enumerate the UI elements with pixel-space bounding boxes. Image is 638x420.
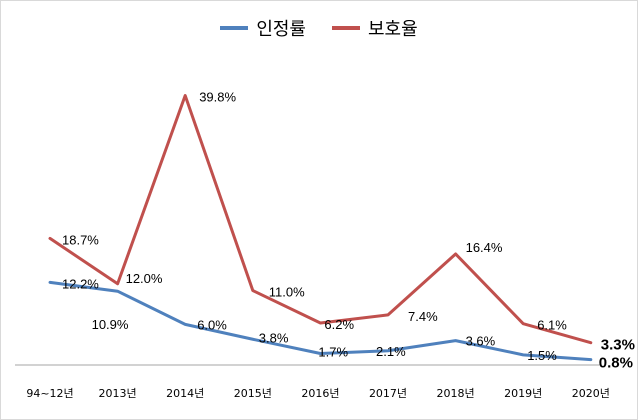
x-tick-label: 2016년 (301, 387, 339, 400)
data-label-series-0: 0.8% (599, 355, 633, 372)
x-tick-label: 2020년 (572, 387, 610, 400)
x-tick-label: 94~12년 (26, 387, 73, 400)
x-tick-label: 2014년 (166, 387, 204, 400)
series-line-0 (48, 280, 593, 362)
legend-item-series-0: 인정률 (220, 15, 306, 41)
x-tick-label: 2017년 (369, 387, 407, 400)
data-label-series-0: 10.9% (92, 317, 129, 332)
data-label-series-0: 1.5% (527, 348, 557, 363)
legend: 인정률 보호율 (1, 15, 637, 41)
data-label-series-0: 1.7% (318, 344, 348, 359)
legend-label-series-0: 인정률 (256, 19, 306, 40)
data-label-series-1: 11.0% (269, 285, 305, 300)
data-label-series-1: 12.0% (126, 271, 163, 286)
data-label-series-0: 3.6% (466, 334, 496, 349)
data-label-series-1: 18.7% (62, 232, 99, 247)
legend-label-series-1: 보호율 (368, 19, 418, 40)
series-line-1 (48, 94, 593, 345)
legend-swatch-series-0 (220, 26, 249, 30)
legend-item-series-1: 보호율 (332, 15, 418, 41)
data-label-series-1: 3.3% (601, 337, 635, 354)
legend-swatch-series-1 (332, 26, 360, 30)
data-label-series-0: 6.0% (197, 317, 227, 332)
data-label-series-1: 7.4% (408, 309, 438, 324)
data-label-series-1: 16.4% (466, 240, 503, 255)
x-tick-label: 2015년 (234, 387, 272, 400)
data-label-series-1: 6.2% (324, 317, 354, 332)
x-tick-label: 2018년 (437, 387, 475, 400)
x-tick-label: 2019년 (504, 387, 542, 400)
data-label-series-0: 2.1% (376, 344, 406, 359)
data-label-series-1: 39.8% (199, 90, 236, 105)
data-label-series-0: 12.2% (62, 276, 99, 291)
data-label-series-0: 3.8% (259, 330, 289, 345)
data-label-series-1: 6.1% (537, 318, 567, 333)
x-tick-label: 2013년 (99, 387, 137, 400)
